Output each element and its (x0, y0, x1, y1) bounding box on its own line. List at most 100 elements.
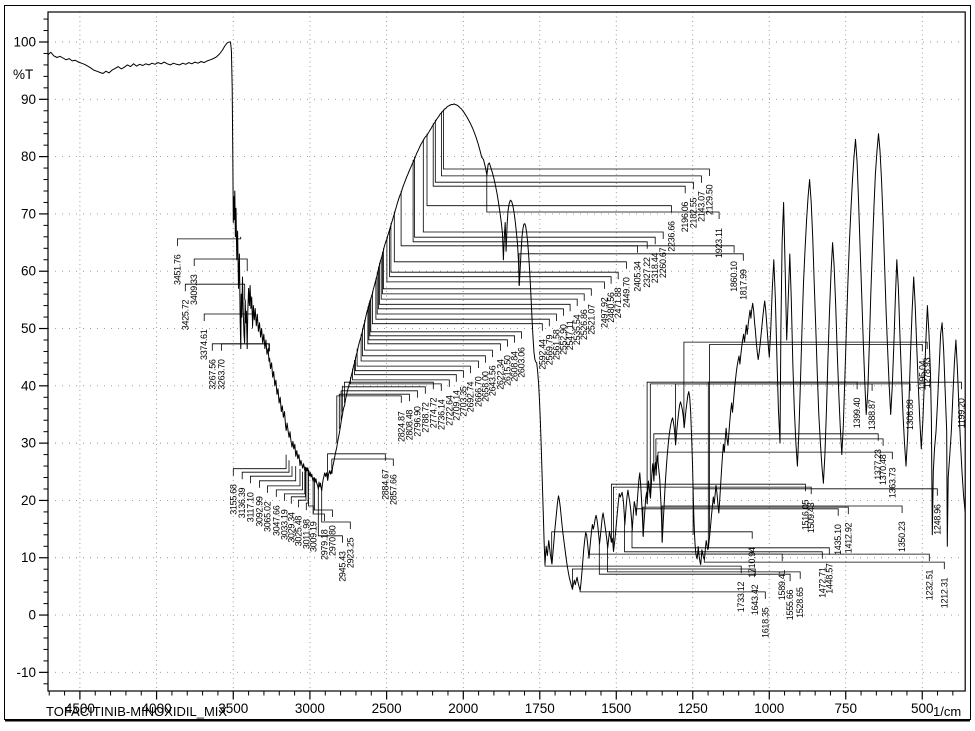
peak-label: 1232.51 (924, 569, 934, 600)
peak-label: 1248.96 (932, 504, 942, 535)
peak-leader-line (250, 466, 293, 484)
peak-label: 3047.66 (271, 505, 281, 536)
peak-label: 2552.90 (558, 324, 568, 355)
peak-leader-line (683, 341, 928, 428)
peak-leader-line (624, 524, 823, 559)
peak-label: 1370.48 (878, 454, 888, 485)
x-axis-tick-label: 750 (834, 701, 857, 716)
peak-label: 3451.76 (172, 254, 182, 285)
peak-leader-line (193, 258, 248, 272)
peak-label: 1733.12 (736, 581, 746, 612)
peak-label: 3136.39 (237, 487, 247, 518)
peak-leader-line (221, 343, 270, 352)
peak-label: 3263.70 (216, 359, 226, 390)
peak-leader-line (635, 508, 839, 516)
y-axis-tick-label: 60 (21, 264, 36, 279)
peak-label: 2722.64 (444, 395, 454, 426)
peak-label: 2497.92 (599, 297, 609, 328)
peak-leader-line (588, 553, 783, 562)
peak-leader-line (400, 191, 638, 253)
peak-leader-line (372, 291, 543, 331)
peak-leader-line (432, 123, 686, 194)
peak-label: 2857.66 (388, 474, 398, 505)
peak-leader-line (327, 453, 386, 478)
peak-leader-line (697, 546, 930, 562)
peak-label: 2945.43 (337, 551, 347, 582)
peak-label: 3374.61 (199, 329, 209, 360)
peak-label: 2535.54 (572, 314, 582, 345)
peak-label: 2449.70 (621, 277, 631, 308)
peak-label: 1278.93 (922, 357, 932, 388)
peak-leader-line (390, 223, 619, 280)
peak-label: 2561.58 (551, 329, 561, 360)
peak-label: 2824.87 (396, 411, 406, 442)
peak-leader-line (598, 543, 791, 582)
peak-leader-line (350, 377, 442, 391)
peak-label: 1412.92 (843, 522, 853, 553)
peak-leader-line (267, 468, 301, 493)
y-axis-tick-label: 40 (21, 378, 36, 393)
peak-leader-line (692, 488, 938, 535)
peak-leader-line (376, 272, 557, 321)
peak-leader-line (344, 381, 434, 403)
peak-label: 2129.50 (704, 184, 714, 215)
peak-leader-line (642, 506, 849, 536)
peak-leader-line (486, 170, 720, 219)
x-axis-tick-label: 3000 (295, 701, 325, 716)
y-axis-tick-label: -10 (16, 665, 36, 680)
peak-label: 2703.35 (458, 386, 468, 417)
peak-leader-line (259, 466, 297, 488)
peak-label: 3425.72 (180, 299, 190, 330)
peak-leader-line (653, 433, 879, 481)
peak-label: 2526.86 (579, 309, 589, 340)
peak-leader-line (354, 360, 457, 382)
peak-leader-line (709, 344, 923, 536)
window-frame (4, 5, 971, 720)
peak-label: 2547.11 (565, 320, 575, 350)
peak-leader-line (572, 568, 756, 589)
peak-leader-line (422, 139, 664, 239)
y-axis-tick-label: 50 (21, 321, 36, 336)
peak-leader-line (368, 303, 508, 347)
peak-label: 1306.88 (905, 399, 915, 430)
peak-label: 2884.67 (380, 469, 390, 500)
x-axis-tick-label: 500 (911, 701, 934, 716)
peak-label: 2615.50 (502, 355, 512, 386)
x-axis-tick-label: 4500 (65, 701, 95, 716)
peak-label: 3025.48 (293, 516, 303, 547)
peak-leader-line (657, 451, 893, 464)
peak-leader-line (284, 471, 306, 501)
peak-leader-line (441, 111, 702, 183)
peak-leader-line (434, 119, 694, 190)
peak-leader-line (314, 477, 333, 517)
peak-label: 2692.74 (465, 381, 475, 412)
peak-label: 1643.42 (750, 584, 760, 615)
peak-label: 2405.34 (633, 261, 643, 292)
peak-label: 3092.99 (254, 496, 264, 527)
peak-label: 1555.66 (785, 589, 795, 620)
peak-leader-line (352, 368, 450, 387)
peak-label: 2603.06 (517, 347, 527, 378)
peak-leader-line (382, 251, 585, 301)
peak-leader-line (378, 266, 564, 316)
y-axis-tick-label: 90 (21, 92, 36, 107)
peak-label: 2569.79 (544, 334, 554, 365)
peak-label: 2979.18 (319, 529, 329, 560)
peak-label: 3267.56 (207, 359, 217, 390)
peak-label: 1435.10 (833, 524, 843, 555)
peak-label: 3409.33 (189, 274, 199, 305)
peak-label: 1516.05 (800, 499, 810, 530)
peak-label: 1399.40 (852, 397, 862, 428)
peak-label: 1448.57 (824, 563, 834, 594)
peak-leader-line (312, 480, 325, 521)
peak-label: 1923.11 (714, 228, 724, 258)
grid-layer (48, 12, 966, 691)
peak-label: 2643.56 (487, 365, 497, 396)
peak-leader-line (336, 395, 402, 444)
peak-leader-line (232, 454, 287, 476)
peak-label: 1199.20 (957, 398, 967, 428)
peak-leader-line (443, 109, 710, 176)
peak-label: 2592.44 (537, 339, 547, 370)
x-axis-unit-label: 1/cm (933, 704, 961, 719)
